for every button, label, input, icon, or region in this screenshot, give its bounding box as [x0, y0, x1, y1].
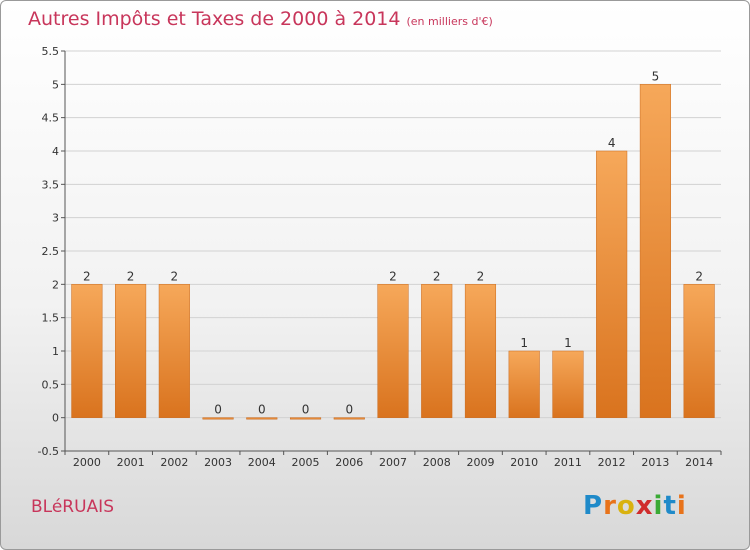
bar	[333, 417, 365, 420]
bar-value-label: 2	[83, 269, 91, 283]
logo-letter: i	[676, 491, 687, 521]
chart-title-text: Autres Impôts et Taxes de 2000 à 2014	[28, 8, 401, 30]
bar	[246, 417, 278, 420]
y-tick-label: 5.5	[42, 45, 60, 58]
x-tick-label: 2009	[466, 456, 494, 469]
logo-letter: x	[635, 491, 654, 521]
x-tick-label: 2002	[160, 456, 188, 469]
bar-value-label: 2	[389, 269, 397, 283]
bar-value-label: 2	[477, 269, 485, 283]
place-name: BLéRUAIS	[31, 497, 114, 517]
x-tick-label: 2007	[379, 456, 407, 469]
bar	[202, 417, 234, 420]
y-tick-label: 3	[52, 212, 59, 225]
bar-value-label: 2	[433, 269, 441, 283]
chart-subtitle: (en milliers d'€)	[406, 15, 493, 28]
bar	[464, 284, 497, 418]
bar-value-label: 2	[127, 269, 135, 283]
x-tick-label: 2014	[685, 456, 713, 469]
y-tick-label: 0.5	[42, 378, 60, 391]
bar-value-label: 0	[214, 403, 222, 417]
y-tick-label: 5	[52, 78, 59, 91]
x-tick-label: 2005	[292, 456, 320, 469]
bar	[683, 284, 715, 418]
bar-value-label: 1	[564, 336, 572, 350]
bar	[421, 284, 453, 418]
x-tick-label: 2006	[335, 456, 363, 469]
x-tick-label: 2008	[423, 456, 451, 469]
proxiti-logo[interactable]: Proxiti	[583, 491, 687, 521]
logo-letter: r	[603, 491, 617, 521]
bar	[158, 284, 190, 418]
x-tick-label: 2003	[204, 456, 232, 469]
bar	[508, 350, 540, 418]
bar-value-label: 5	[652, 69, 660, 83]
y-tick-label: 4	[52, 145, 59, 158]
logo-letter: t	[663, 491, 677, 521]
x-tick-label: 2010	[510, 456, 538, 469]
y-tick-label: 2	[52, 278, 59, 291]
x-tick-label: 2012	[598, 456, 626, 469]
bar	[377, 284, 409, 418]
y-tick-label: -0.5	[38, 445, 59, 458]
y-tick-label: 0	[52, 412, 59, 425]
bar	[289, 417, 322, 420]
y-tick-label: 1.5	[42, 312, 60, 325]
x-tick-label: 2013	[641, 456, 669, 469]
bar	[71, 284, 103, 418]
bar	[596, 150, 628, 418]
bar-value-label: 4	[608, 136, 616, 150]
x-tick-label: 2011	[554, 456, 582, 469]
bar	[552, 350, 584, 418]
logo-letter: i	[653, 491, 664, 521]
bar-value-label: 0	[345, 403, 353, 417]
y-tick-label: 3.5	[42, 178, 60, 191]
y-tick-label: 2.5	[42, 245, 60, 258]
y-tick-label: 1	[52, 345, 59, 358]
x-tick-label: 2004	[248, 456, 276, 469]
bar-value-label: 2	[695, 269, 703, 283]
chart-title: Autres Impôts et Taxes de 2000 à 2014 (en…	[28, 8, 493, 30]
bar	[639, 84, 671, 418]
x-tick-label: 2001	[117, 456, 145, 469]
bar	[115, 284, 147, 418]
logo-letter: o	[616, 491, 636, 521]
bar-value-label: 0	[258, 403, 266, 417]
x-tick-label: 2000	[73, 456, 101, 469]
bar-value-label: 2	[171, 269, 179, 283]
bar-value-label: 1	[520, 336, 528, 350]
logo-letter: P	[583, 491, 604, 521]
bar-value-label: 0	[302, 403, 310, 417]
y-tick-label: 4.5	[42, 112, 60, 125]
